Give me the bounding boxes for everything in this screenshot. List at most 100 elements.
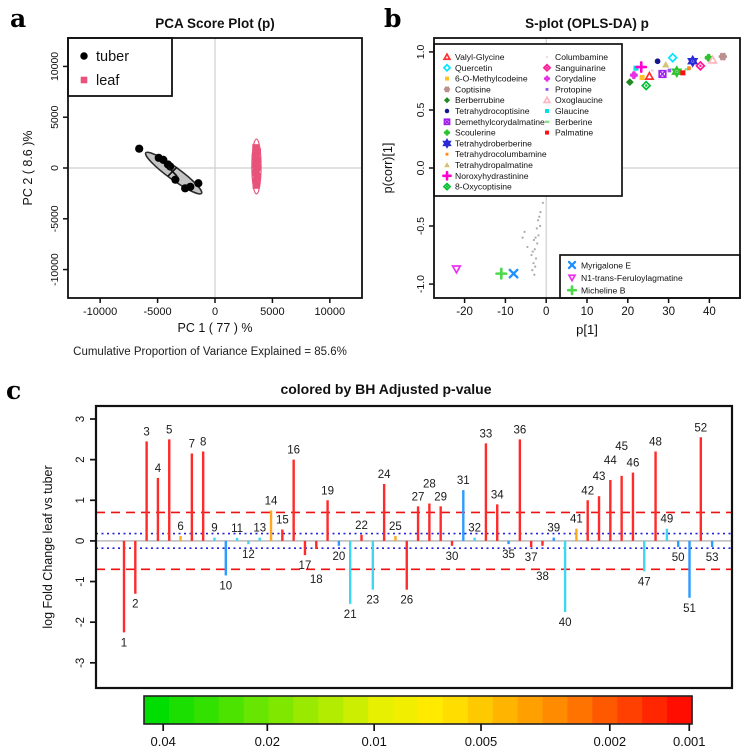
- splot-title: S-plot (OPLS-DA) p: [525, 16, 649, 31]
- square-marker: [252, 177, 260, 185]
- pca-legend: tuber leaf: [67, 37, 173, 97]
- splot-ytick-0.5: 0.5: [415, 103, 427, 118]
- colorbar-gradient: [144, 696, 693, 724]
- Myrigalone E-point: [508, 268, 519, 279]
- bar-label-42: 42: [581, 485, 594, 497]
- colorbar-tick-0.01: 0.01: [362, 734, 387, 749]
- pca-xtick--5000: -5000: [144, 306, 172, 318]
- splot-ytick-0.0: 0.0: [415, 161, 427, 176]
- splot-legend-compounds: Valyl-GlycineQuercetin6-O-MethylcodeineC…: [433, 43, 623, 197]
- bar-label-29: 29: [434, 491, 447, 503]
- bar-label-31: 31: [457, 475, 470, 487]
- square-marker: [80, 76, 88, 84]
- square-marker: [545, 109, 549, 113]
- pca-title: PCA Score Plot (p): [155, 16, 275, 31]
- legend-label-Corydaline: Corydaline: [555, 74, 596, 84]
- Sanguinarine-point: [695, 60, 706, 71]
- legend-label-Columbamine: Columbamine: [555, 52, 608, 62]
- boxed-x-marker: [443, 118, 451, 126]
- legend-label-Berberrubine: Berberrubine: [455, 95, 505, 105]
- bar-label-46: 46: [627, 458, 640, 470]
- Corydaline-point: [629, 71, 638, 80]
- plus-marker: [566, 285, 578, 296]
- bar-label-48: 48: [649, 437, 662, 449]
- bar-label-33: 33: [480, 428, 493, 440]
- foldchange-ytick--3: -3: [75, 658, 87, 668]
- bar-label-25: 25: [389, 521, 402, 533]
- legend-label-Demethylcorydalmatine: Demethylcorydalmatine: [455, 117, 545, 127]
- square-small-marker: [445, 152, 449, 156]
- foldchange-ytick-2: 2: [75, 456, 87, 462]
- splot-legend-outliers: Myrigalone E N1-trans-Feruloylagmatine Mic…: [559, 254, 741, 299]
- pca-legend-label-leaf: leaf: [96, 73, 120, 89]
- splot-ylabel: p(corr)[1]: [381, 143, 395, 194]
- bar-label-35: 35: [502, 549, 515, 561]
- Berberrubine-point: [625, 78, 634, 87]
- tuber-points: [135, 144, 203, 193]
- pca-ytick-10000: 10000: [49, 52, 61, 81]
- bar-label-40: 40: [559, 617, 572, 629]
- legend-label-Coptisine: Coptisine: [455, 84, 491, 94]
- bar-label-2: 2: [132, 599, 138, 611]
- bar-label-52: 52: [694, 422, 707, 434]
- circle-marker: [444, 108, 450, 114]
- plus-marker: [442, 170, 452, 181]
- bar-label-43: 43: [593, 471, 606, 483]
- pca-ylabel: PC 2 ( 8.6 )%: [21, 130, 35, 205]
- colorbar-tick-0.04: 0.04: [151, 734, 176, 749]
- bar-label-17: 17: [299, 560, 312, 572]
- legend-label-Glaucine: Glaucine: [555, 106, 589, 116]
- bar-label-27: 27: [412, 491, 425, 503]
- leaf-points: [251, 144, 262, 189]
- s-plot-oplsda: Valyl-GlycineQuercetin6-O-MethylcodeineC…: [381, 16, 741, 337]
- bar-label-16: 16: [287, 445, 300, 457]
- x-marker: [567, 260, 577, 270]
- bar-label-32: 32: [468, 523, 481, 535]
- legend-label-Palmatine: Palmatine: [555, 128, 593, 138]
- dot-marker: [545, 55, 549, 59]
- splot-xtick-20: 20: [621, 306, 634, 318]
- legend-label-Berberine: Berberine: [555, 117, 592, 127]
- bar-label-15: 15: [276, 515, 289, 527]
- triangle-down-open-marker: [567, 274, 577, 283]
- bar-label-28: 28: [423, 479, 436, 491]
- foldchange-title: colored by BH Adjusted p-value: [280, 381, 492, 397]
- colorbar-tick-0.001: 0.001: [673, 734, 706, 749]
- foldchange-ytick-3: 3: [75, 416, 87, 422]
- bar-label-24: 24: [378, 469, 391, 481]
- bar-label-51: 51: [683, 603, 696, 615]
- diamond-open-marker: [442, 63, 452, 73]
- circle-marker: [186, 182, 195, 191]
- bar-label-49: 49: [660, 514, 673, 526]
- foldchange-ytick-1: 1: [75, 497, 87, 503]
- pca-xtick-5000: 5000: [260, 306, 284, 318]
- diamond-dot-marker: [442, 182, 452, 191]
- square-small-marker: [545, 87, 549, 91]
- splot-ytick--1.0: -1.0: [415, 275, 427, 293]
- pca-score-plot: tuber leaf -10000 -5000 0 5000 10000 -10000 -500…: [21, 16, 363, 335]
- bar-label-21: 21: [344, 609, 357, 621]
- circle-marker: [194, 179, 203, 188]
- circle-marker: [171, 175, 180, 184]
- bar-label-45: 45: [615, 441, 628, 453]
- bar-label-53: 53: [706, 552, 719, 564]
- square-marker: [252, 144, 260, 152]
- panel-b-letter: b: [384, 4, 402, 33]
- leaf-cluster-ellipse: [251, 138, 262, 195]
- clover-marker: [704, 53, 713, 62]
- bar-label-4: 4: [155, 463, 162, 475]
- bar-label-1: 1: [121, 637, 127, 649]
- circle-marker: [135, 144, 144, 153]
- Oxoglaucine-point: [707, 54, 718, 64]
- Columbamine-point: [650, 69, 654, 72]
- triangle-open-marker: [542, 95, 552, 104]
- bar-label-39: 39: [547, 523, 560, 535]
- pvalue-colorbar: 0.04 0.02 0.01 0.005 0.002 0.001: [143, 695, 706, 749]
- Noroxyhydrastinine-point: [635, 61, 648, 73]
- Micheline B-point: [495, 267, 508, 280]
- Coptisine-point: [718, 52, 728, 61]
- pca-xlabel: PC 1 ( 77 ) %: [177, 321, 252, 335]
